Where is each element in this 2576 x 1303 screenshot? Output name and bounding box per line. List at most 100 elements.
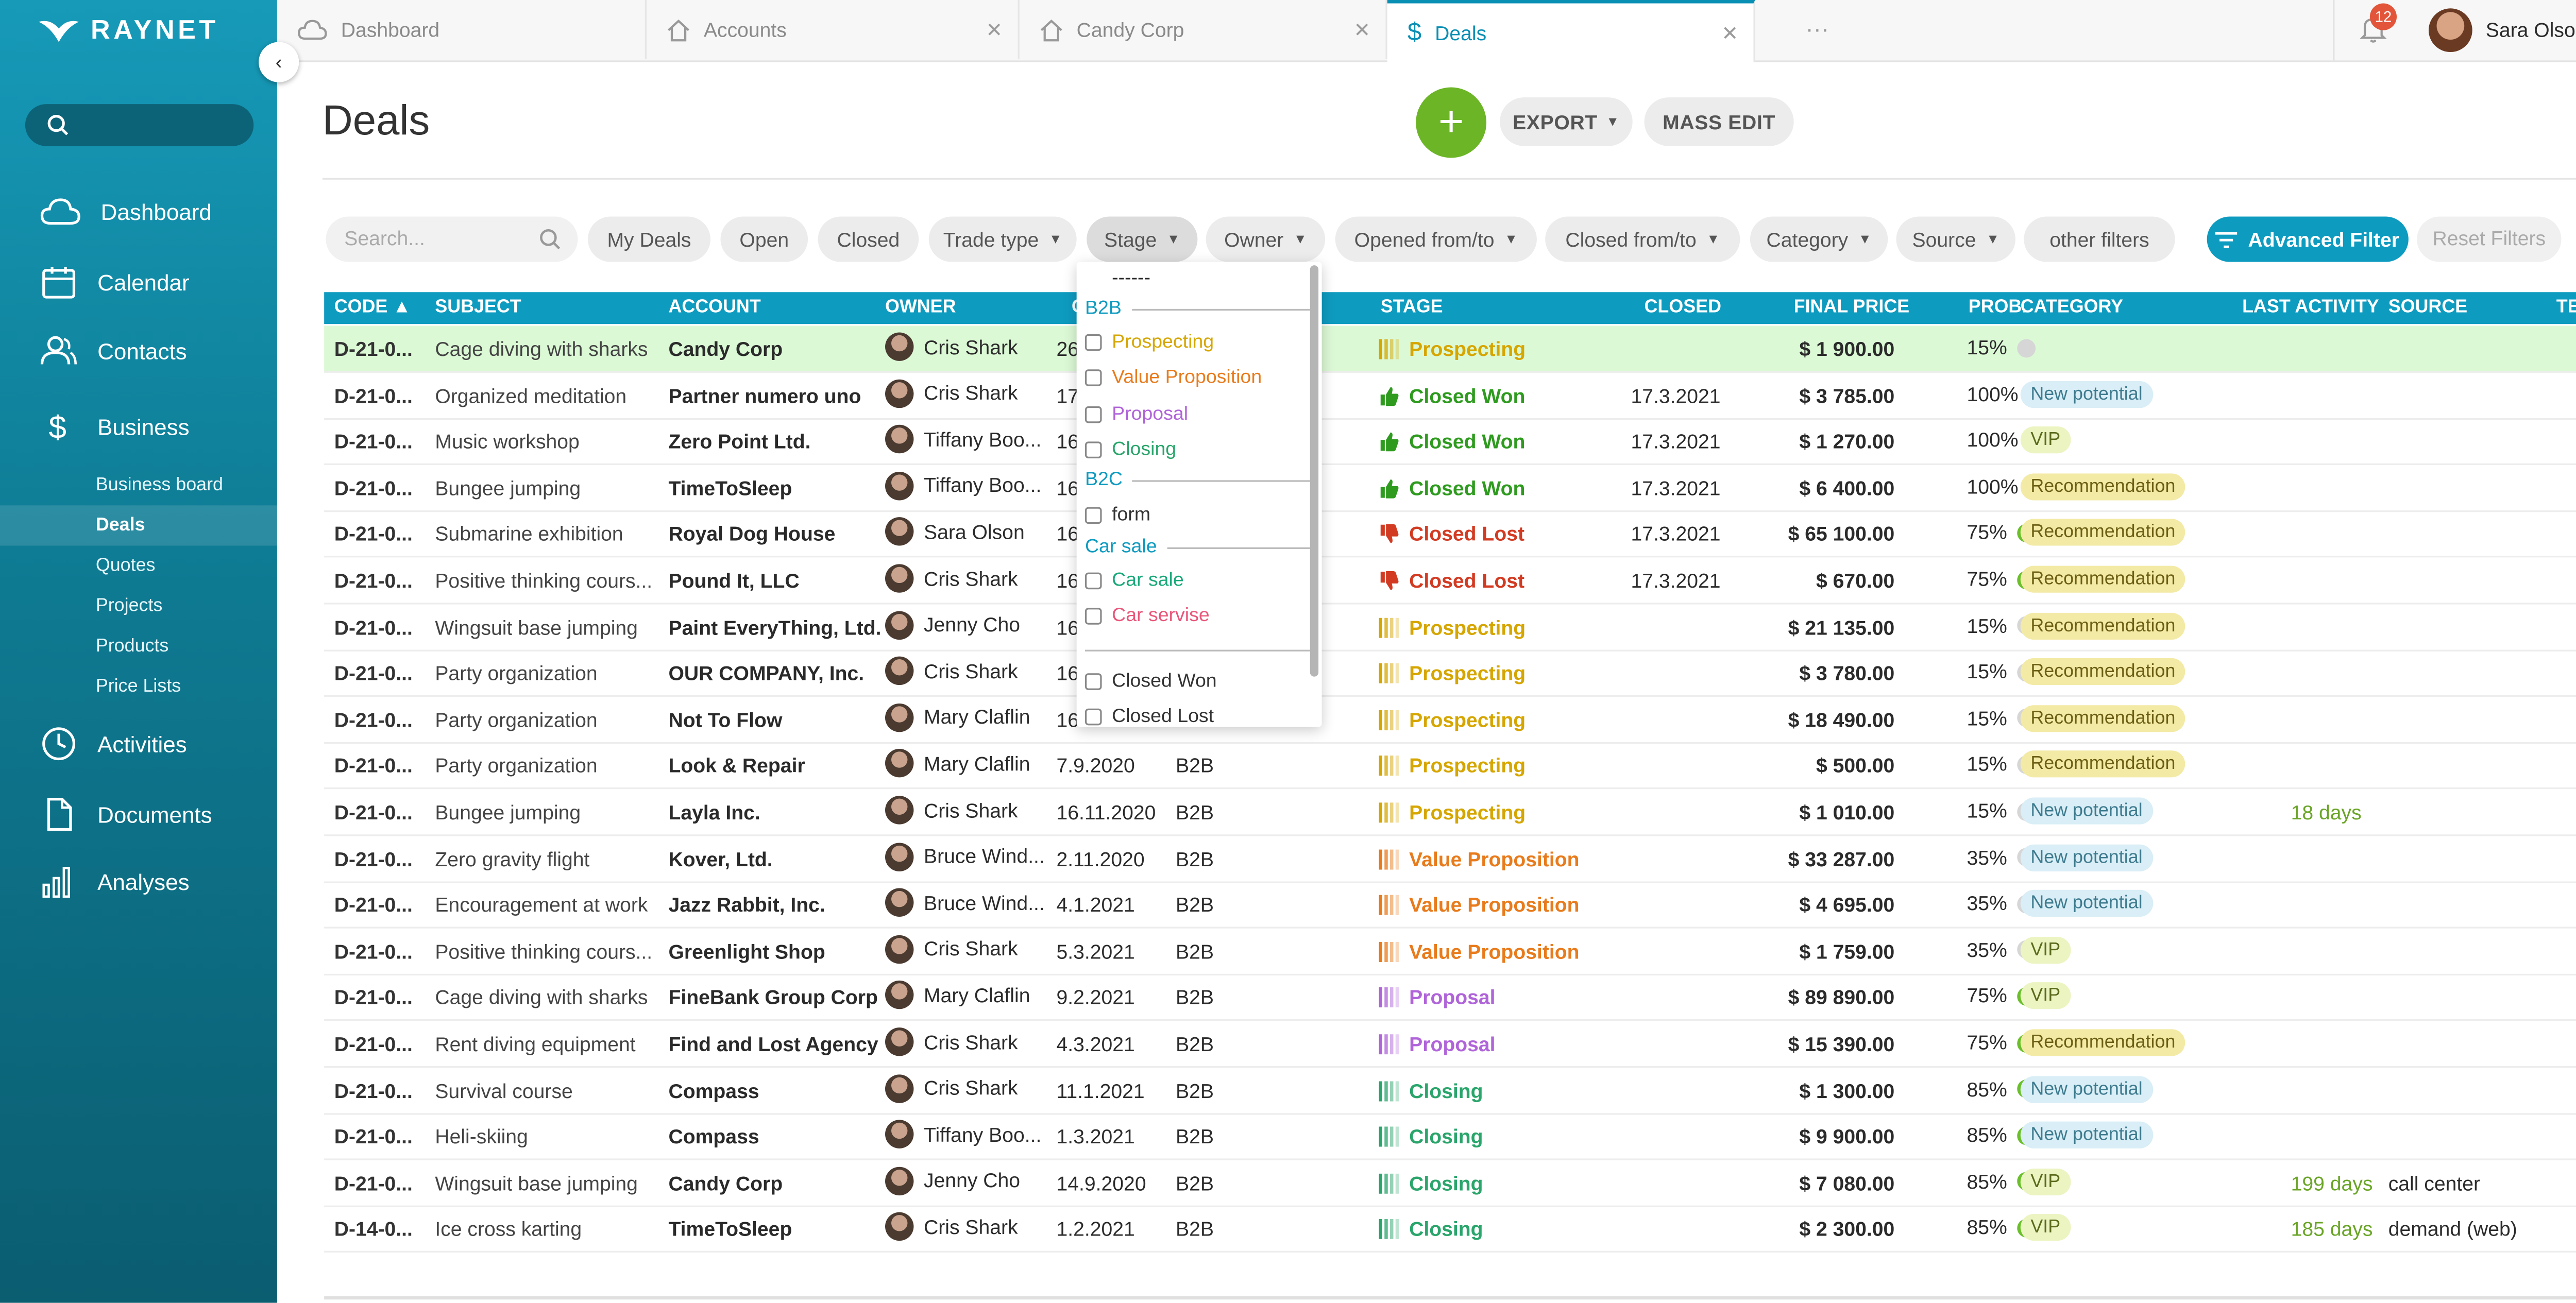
subnav-projects[interactable]: Projects [95,596,163,616]
table-row[interactable]: D-21-0... Bungee jumping TimeToSleep Tiffan… [324,465,2576,512]
dropdown-option-car-servise[interactable]: Car servise [1084,606,1210,626]
nav-activities[interactable]: Activities [40,725,187,762]
dropdown-option-form[interactable]: form [1084,505,1150,525]
cell-subject[interactable]: Heli-skiing [435,1125,528,1149]
cell-owner[interactable]: Bruce Wind... [885,888,1045,917]
checkbox[interactable] [1084,369,1102,386]
cell-account[interactable]: Not To Flow [668,708,783,732]
cell-code[interactable]: D-21-0... [334,708,413,732]
cell-account[interactable]: FineBank Group Corp [668,986,878,1010]
table-row[interactable]: D-21-0... Party organization OUR COMPANY, … [324,650,2576,697]
nav-dashboard[interactable]: Dashboard [40,196,212,227]
filter-my-deals[interactable]: My Deals [588,216,710,262]
cell-subject[interactable]: Bungee jumping [435,476,581,500]
table-row[interactable]: D-21-0... Cage diving with sharks Candy Co… [324,325,2576,373]
export-button[interactable]: EXPORT ▼ [1500,97,1633,146]
col-code[interactable]: CODE ▲ [334,297,411,318]
cell-code[interactable]: D-21-0... [334,523,413,546]
cell-code[interactable]: D-21-0... [334,755,413,778]
col-test[interactable]: TES [2556,297,2576,318]
cell-owner[interactable]: Cris Shark [885,1074,1018,1103]
dropdown-option-closed-lost[interactable]: Closed Lost [1084,707,1214,727]
filter-source[interactable]: Source ▼ [1896,216,2015,262]
col-stage[interactable]: STAGE [1380,297,1443,318]
col-account[interactable]: ACCOUNT [668,297,761,318]
checkbox[interactable] [1084,673,1102,690]
logo[interactable]: RAYNET [37,17,219,47]
nav-contacts[interactable]: Contacts [40,336,187,366]
user-menu[interactable]: Sara Olson ⌄ [2428,8,2576,53]
cell-account[interactable]: OUR COMPANY, Inc. [668,662,865,685]
tab-candy-corp[interactable]: Candy Corp ✕ [1020,0,1387,59]
cell-account[interactable]: Zero Point Ltd. [668,430,811,454]
col-closed[interactable]: CLOSED [1644,297,1721,318]
filter-opened-from-to[interactable]: Opened from/to ▼ [1335,216,1537,262]
dropdown-scrollbar[interactable] [1310,265,1319,677]
filter-owner[interactable]: Owner ▼ [1206,216,1326,262]
cell-subject[interactable]: Zero gravity flight [435,847,590,871]
cell-subject[interactable]: Music workshop [435,430,580,454]
cell-subject[interactable]: Cage diving with sharks [435,337,648,361]
cell-code[interactable]: D-21-0... [334,476,413,500]
cell-account[interactable]: Kover, Ltd. [668,847,773,871]
close-icon[interactable]: ✕ [1721,21,1739,45]
subnav-deals[interactable]: Deals [0,505,277,546]
dropdown-option-prospecting[interactable]: Prospecting [1084,332,1214,353]
cell-owner[interactable]: Tiffany Boo... [885,1120,1041,1149]
table-row[interactable]: D-21-0... Zero gravity flight Kover, Ltd. B… [324,835,2576,883]
cell-code[interactable]: D-21-0... [334,615,413,639]
dropdown-option-proposal[interactable]: Proposal [1084,405,1188,425]
cell-subject[interactable]: Encouragement at work [435,893,648,917]
nav-analyses[interactable]: Analyses [40,865,190,898]
cell-account[interactable]: Paint EveryThing, Ltd. [668,615,882,639]
cell-subject[interactable]: Submarine exhibition [435,523,623,546]
table-row[interactable]: D-21-0... Wingsuit base jumping Paint Ever… [324,604,2576,651]
cell-account[interactable]: Royal Dog House [668,523,836,546]
cell-code[interactable]: D-21-0... [334,986,413,1010]
tab-deals[interactable]: $ Deals ✕ [1387,0,1755,62]
cell-account[interactable]: Find and Lost Agency [668,1032,878,1056]
filter-category[interactable]: Category ▼ [1750,216,1888,262]
cell-account[interactable]: Jazz Rabbit, Inc. [668,893,825,917]
filter-stage[interactable]: Stage ▼ [1087,216,1198,262]
table-row[interactable]: D-21-0... Positive thinking cours... Pound… [324,557,2576,605]
table-row[interactable]: D-14-0... Ice cross karting TimeToSleep Cri… [324,1206,2576,1254]
table-row[interactable]: D-21-0... Music workshop Zero Point Ltd. Ti… [324,418,2576,466]
filter-open[interactable]: Open [720,216,808,262]
cell-code[interactable]: D-21-0... [334,430,413,454]
cell-subject[interactable]: Party organization [435,662,598,685]
cell-owner[interactable]: Cris Shark [885,1027,1018,1056]
more-tabs-icon[interactable]: ··· [1805,15,1829,42]
cell-owner[interactable]: Cris Shark [885,564,1018,593]
cell-owner[interactable]: Mary Claflin [885,749,1030,778]
filter-trade-type[interactable]: Trade type ▼ [928,216,1077,262]
search-input[interactable]: Search... [326,216,578,262]
col-final-price[interactable]: FINAL PRICE [1793,297,1910,318]
cell-code[interactable]: D-21-0... [334,337,413,361]
cell-code[interactable]: D-21-0... [334,1125,413,1149]
cell-account[interactable]: Partner numero uno [668,384,861,407]
cell-subject[interactable]: Organized meditation [435,384,627,407]
table-row[interactable]: D-21-0... Wingsuit base jumping Candy Corp… [324,1160,2576,1207]
nav-documents[interactable]: Documents [40,796,212,833]
cell-code[interactable]: D-21-0... [334,893,413,917]
collapse-sidebar-button[interactable]: ‹ [259,42,299,82]
close-icon[interactable]: ✕ [986,18,1003,41]
cell-owner[interactable]: Cris Shark [885,379,1018,407]
cell-code[interactable]: D-21-0... [334,801,413,825]
cell-code[interactable]: D-21-0... [334,384,413,407]
col-subject[interactable]: SUBJECT [435,297,521,318]
cell-subject[interactable]: Rent diving equipment [435,1032,636,1056]
cell-code[interactable]: D-21-0... [334,1171,413,1195]
cell-account[interactable]: Pound It, LLC [668,569,800,593]
cell-owner[interactable]: Cris Shark [885,935,1018,964]
cell-account[interactable]: Compass [668,1078,759,1103]
cell-owner[interactable]: Jenny Cho [885,610,1020,639]
cell-code[interactable]: D-21-0... [334,847,413,871]
filter-closed-from-to[interactable]: Closed from/to ▼ [1545,216,1740,262]
table-row[interactable]: D-21-0... Survival course Compass Cris Shar… [324,1067,2576,1115]
table-row[interactable]: D-21-0... Party organization Not To Flow Ma… [324,696,2576,744]
cell-code[interactable]: D-14-0... [334,1218,413,1242]
cell-account[interactable]: Greenlight Shop [668,939,825,964]
cell-code[interactable]: D-21-0... [334,662,413,685]
